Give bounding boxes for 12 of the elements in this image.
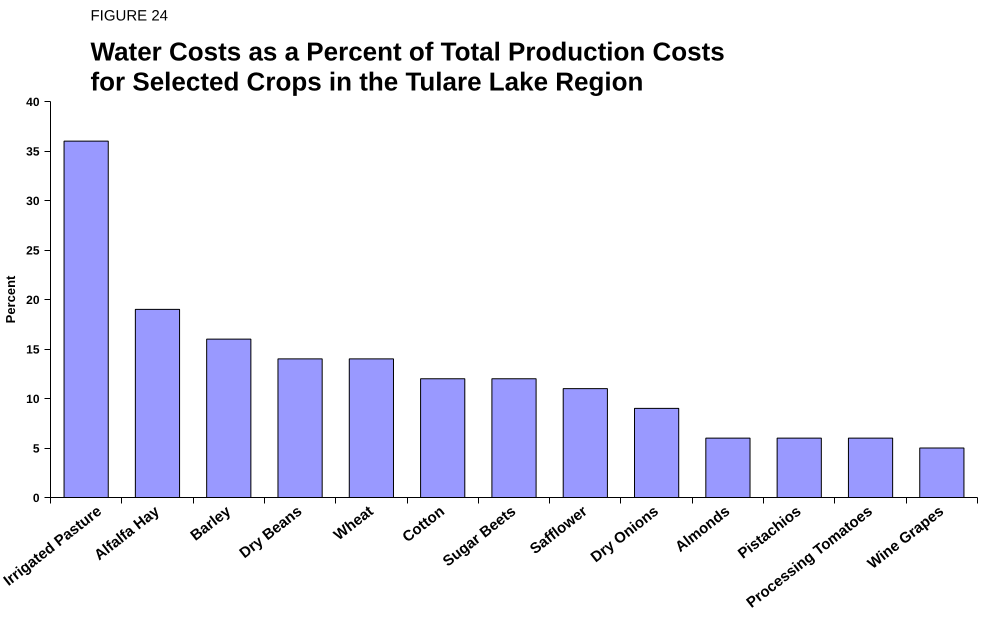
y-tick-label: 35 (26, 144, 40, 158)
y-tick-label: 20 (26, 293, 40, 307)
chart-title: Water Costs as a Percent of Total Production Costs for Selected Crops in the Tulare Lake Region (90, 36, 725, 96)
y-tick-label: 30 (26, 194, 40, 208)
y-tick-label: 25 (26, 244, 40, 258)
chart-subtitle: FIGURE 24 (90, 8, 168, 24)
y-tick-label: 40 (26, 95, 40, 109)
y-axis-title: Percent (3, 274, 18, 324)
y-tick-label: 5 (32, 442, 40, 456)
y-tick-label: 0 (32, 491, 40, 505)
y-tick-label: 10 (26, 392, 40, 406)
y-tick-label: 15 (26, 342, 40, 356)
